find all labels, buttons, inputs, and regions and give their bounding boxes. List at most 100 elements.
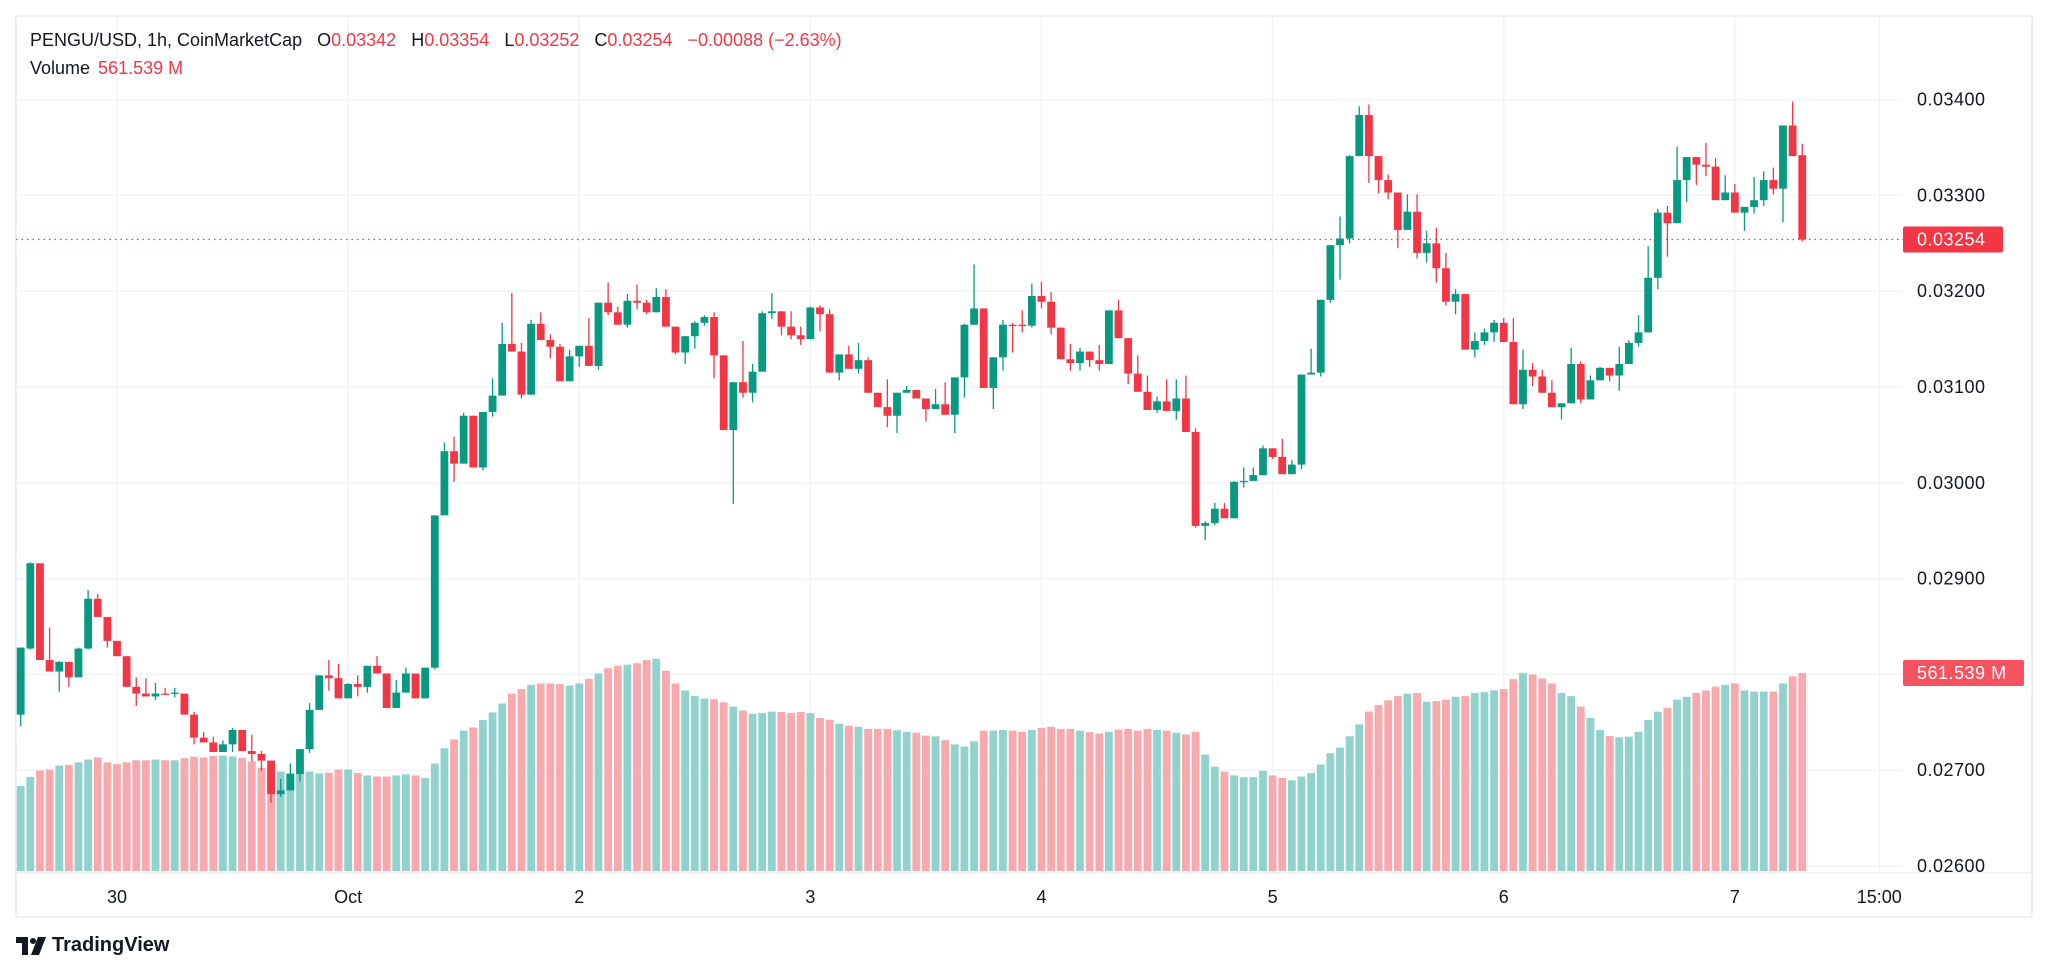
candle[interactable] [209, 736, 218, 752]
candle[interactable] [1326, 245, 1335, 303]
candle[interactable] [1182, 375, 1190, 433]
candle[interactable] [912, 389, 921, 399]
candle[interactable] [1605, 367, 1614, 382]
candle[interactable] [844, 345, 853, 369]
candle[interactable] [1769, 167, 1778, 195]
candle[interactable] [1490, 319, 1498, 342]
candle[interactable] [267, 760, 275, 803]
candle[interactable] [122, 656, 131, 687]
candle[interactable] [353, 675, 362, 697]
candle[interactable] [1037, 281, 1046, 309]
candle[interactable] [584, 318, 593, 366]
tradingview-logo[interactable]: TradingView [16, 934, 169, 957]
candle[interactable] [1499, 318, 1508, 342]
candle[interactable] [402, 667, 410, 693]
candle[interactable] [787, 311, 795, 340]
candle[interactable] [594, 302, 603, 370]
candle[interactable] [180, 693, 189, 715]
candle[interactable] [1287, 459, 1296, 475]
candle[interactable] [623, 294, 632, 328]
candle[interactable] [228, 728, 237, 752]
candle[interactable] [382, 673, 391, 708]
candle[interactable] [190, 711, 198, 745]
candle[interactable] [1692, 157, 1701, 185]
candle[interactable] [1413, 194, 1421, 259]
candle[interactable] [1740, 206, 1749, 231]
candle[interactable] [1124, 338, 1133, 385]
candle[interactable] [55, 660, 64, 692]
candle[interactable] [45, 627, 54, 672]
candle[interactable] [411, 673, 420, 699]
candle[interactable] [1201, 521, 1210, 541]
candle[interactable] [1066, 343, 1075, 371]
candle[interactable] [1104, 310, 1113, 365]
candle[interactable] [74, 647, 83, 678]
candle[interactable] [1278, 438, 1287, 475]
candle[interactable] [1355, 106, 1364, 157]
candle[interactable] [469, 415, 478, 468]
candle[interactable] [392, 680, 401, 708]
candle[interactable] [1249, 467, 1258, 481]
candle[interactable] [488, 378, 497, 417]
candle[interactable] [1461, 294, 1470, 350]
candle[interactable] [1365, 104, 1373, 183]
candle[interactable] [1711, 158, 1720, 201]
candle[interactable] [950, 377, 959, 433]
candle[interactable] [662, 289, 670, 327]
candle[interactable] [1653, 208, 1662, 290]
candle[interactable] [1336, 216, 1344, 280]
candle[interactable] [296, 749, 304, 782]
candle[interactable] [941, 382, 950, 415]
candle[interactable] [1557, 403, 1566, 420]
candle[interactable] [796, 326, 805, 345]
candle[interactable] [893, 392, 901, 433]
candle[interactable] [1316, 299, 1325, 377]
candle[interactable] [315, 675, 324, 710]
candle[interactable] [170, 687, 179, 698]
candle[interactable] [132, 677, 141, 707]
candle[interactable] [1480, 328, 1489, 345]
candle[interactable] [1259, 445, 1267, 476]
candle[interactable] [739, 341, 747, 398]
candle[interactable] [286, 763, 295, 791]
candle[interactable] [1239, 467, 1248, 488]
candle[interactable] [64, 661, 73, 687]
candle[interactable] [334, 663, 343, 699]
candle[interactable] [719, 355, 728, 431]
candle[interactable] [276, 778, 285, 798]
candle[interactable] [219, 740, 227, 752]
candle[interactable] [710, 312, 718, 379]
candle[interactable] [1644, 246, 1653, 333]
candle[interactable] [729, 382, 738, 504]
candle[interactable] [1519, 349, 1527, 410]
candle[interactable] [141, 678, 150, 697]
candle[interactable] [883, 379, 892, 428]
candle[interactable] [430, 515, 439, 670]
candle[interactable] [1432, 227, 1441, 283]
candle[interactable] [1750, 177, 1758, 214]
candle[interactable] [960, 323, 969, 398]
candle[interactable] [1615, 346, 1624, 391]
candle[interactable] [681, 336, 690, 365]
candle[interactable] [633, 284, 641, 310]
candle[interactable] [26, 562, 35, 650]
candle[interactable] [1596, 366, 1604, 381]
candle[interactable] [700, 315, 709, 326]
candle[interactable] [1634, 315, 1643, 347]
candle[interactable] [1220, 502, 1229, 519]
candle[interactable] [344, 683, 353, 699]
candle[interactable] [1114, 299, 1123, 339]
candle[interactable] [479, 411, 487, 471]
candle[interactable] [999, 319, 1007, 371]
price-axis[interactable]: 0.03400 0.03300 0.03200 0.03100 0.03000 0.029… [1903, 90, 2024, 876]
candle[interactable] [1528, 363, 1537, 387]
candle[interactable] [1663, 205, 1672, 257]
candle[interactable] [1027, 283, 1036, 328]
candle[interactable] [84, 590, 93, 650]
candle[interactable] [93, 593, 102, 617]
candle[interactable] [1143, 375, 1152, 410]
candle[interactable] [652, 288, 661, 313]
candle[interactable] [507, 293, 516, 352]
candle[interactable] [671, 326, 680, 355]
candle[interactable] [373, 656, 381, 674]
